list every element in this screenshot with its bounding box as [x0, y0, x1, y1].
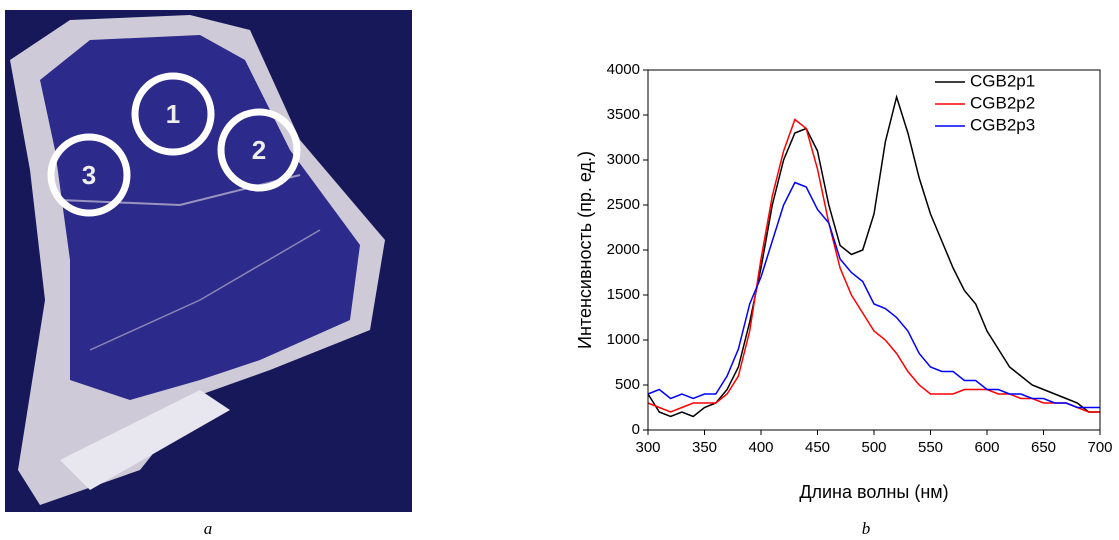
y-tick-label: 2500: [607, 196, 640, 213]
chart: Длина волны (нм) Интенсивность (пр. ед.)…: [575, 61, 1113, 502]
legend-label: CGB2p1: [970, 71, 1035, 90]
y-tick-label: 4000: [607, 61, 640, 78]
caption: a: [204, 519, 213, 538]
y-tick-label: 0: [632, 421, 640, 438]
marker-circle: [217, 108, 301, 192]
x-tick-label: 700: [1087, 439, 1112, 456]
x-tick-label: 650: [1031, 439, 1056, 456]
series-line: [647, 118, 1100, 413]
x-tick-label: 450: [805, 439, 830, 456]
y-tick-label: 1500: [607, 286, 640, 303]
x-axis-label: Длина волны (нм): [799, 482, 948, 502]
series-line: [647, 181, 1100, 409]
series-line: [647, 94, 1100, 418]
y-tick-label: 3500: [607, 106, 640, 123]
x-tick-label: 350: [692, 439, 717, 456]
y-tick-label: 1000: [607, 331, 640, 348]
x-tick-label: 300: [635, 439, 660, 456]
marker-circle: [47, 133, 131, 217]
marker-circle: [131, 72, 215, 156]
x-tick-label: 550: [918, 439, 943, 456]
plot-frame: [647, 69, 1101, 431]
y-tick-label: 3000: [607, 151, 640, 168]
crystal-face: [40, 35, 360, 400]
x-tick-label: 600: [974, 439, 999, 456]
photo: 1 2 3: [5, 10, 412, 512]
x-tick-label: 500: [861, 439, 886, 456]
y-axis-label: Интенсивность (пр. ед.): [575, 151, 595, 349]
caption: b: [862, 519, 871, 538]
crystal-fragment: [60, 390, 230, 490]
y-tick-label: 500: [615, 376, 640, 393]
crack: [89, 229, 321, 351]
marker-label: 2: [252, 135, 266, 165]
legend-label: CGB2p2: [970, 93, 1035, 112]
y-tick-label: 2000: [607, 241, 640, 258]
marker-label: 3: [82, 160, 96, 190]
x-tick-label: 400: [748, 439, 773, 456]
marker-label: 1: [166, 99, 180, 129]
legend-label: CGB2p3: [970, 115, 1035, 134]
